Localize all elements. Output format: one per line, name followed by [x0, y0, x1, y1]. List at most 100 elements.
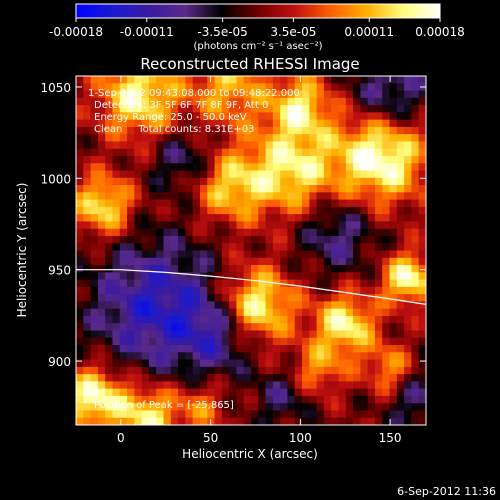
- heatmap-cell: [229, 97, 237, 106]
- heatmap-cell: [367, 250, 376, 259]
- heatmap-cell: [396, 192, 405, 200]
- heatmap-cell: [90, 192, 99, 200]
- heatmap-cell: [404, 105, 412, 113]
- heatmap-cell: [199, 257, 208, 266]
- heatmap-cell: [287, 359, 296, 368]
- heatmap-cell: [360, 134, 369, 142]
- heatmap-cell: [127, 352, 135, 360]
- heatmap-cell: [411, 286, 420, 295]
- heatmap-cell: [76, 214, 84, 222]
- heatmap-cell: [97, 214, 106, 222]
- heatmap-cell: [404, 323, 412, 331]
- heatmap-cell: [127, 148, 135, 157]
- heatmap-cell: [141, 148, 150, 157]
- heatmap-cell: [127, 279, 135, 288]
- heatmap-cell: [170, 381, 179, 390]
- heatmap-cell: [411, 301, 420, 310]
- heatmap-cell: [323, 374, 332, 382]
- heatmap-cell: [97, 388, 106, 397]
- heatmap-cell: [353, 185, 361, 193]
- heatmap-cell: [112, 381, 121, 390]
- heatmap-cell: [345, 148, 354, 157]
- heatmap-cell: [199, 279, 208, 288]
- heatmap-cell: [316, 105, 325, 113]
- heatmap-cell: [345, 410, 354, 419]
- heatmap-cell: [302, 410, 310, 419]
- heatmap-cell: [389, 374, 398, 382]
- heatmap-cell: [345, 265, 354, 273]
- heatmap-cell: [374, 286, 383, 295]
- heatmap-cell: [105, 257, 113, 266]
- heatmap-cell: [119, 155, 128, 164]
- heatmap-cell: [170, 345, 179, 353]
- heatmap-cell: [389, 352, 398, 360]
- heatmap-cell: [105, 155, 113, 164]
- heatmap-cell: [119, 199, 128, 208]
- heatmap-cell: [76, 301, 84, 310]
- heatmap-cell: [192, 403, 201, 411]
- heatmap-cell: [280, 417, 288, 426]
- heatmap-cell: [396, 345, 405, 353]
- heatmap-cell: [404, 243, 412, 251]
- heatmap-cell: [163, 352, 172, 360]
- heatmap-cell: [374, 410, 383, 419]
- heatmap-cell: [141, 134, 150, 142]
- heatmap-cell: [374, 185, 383, 193]
- heatmap-cell: [251, 403, 259, 411]
- heatmap-cell: [316, 294, 325, 302]
- heatmap-cell: [97, 410, 106, 419]
- heatmap-cell: [221, 119, 230, 128]
- heatmap-cell: [221, 163, 230, 171]
- heatmap-cell: [112, 359, 121, 368]
- heatmap-cell: [90, 410, 99, 419]
- heatmap-cell: [272, 330, 281, 339]
- heatmap-cell: [214, 243, 223, 251]
- heatmap-cell: [185, 279, 194, 288]
- heatmap-cell: [272, 272, 281, 280]
- heatmap-cell: [338, 112, 347, 121]
- heatmap-cell: [382, 155, 390, 164]
- heatmap-cell: [170, 155, 179, 164]
- heatmap-cell: [316, 185, 325, 193]
- heatmap-cell: [396, 243, 405, 251]
- heatmap-cell: [367, 76, 376, 84]
- heatmap-cell: [243, 286, 252, 295]
- heatmap-cell: [280, 199, 288, 208]
- heatmap-cell: [170, 352, 179, 360]
- x-tick-label: 100: [289, 431, 312, 445]
- colorbar-unit-label: (photons cm⁻² s⁻¹ asec⁻²): [193, 41, 322, 52]
- heatmap-cell: [251, 294, 259, 302]
- heatmap-cell: [331, 315, 339, 324]
- heatmap-cell: [236, 76, 245, 84]
- heatmap-cell: [76, 90, 84, 99]
- heatmap-cell: [243, 199, 252, 208]
- heatmap-cell: [316, 214, 325, 222]
- heatmap-cell: [141, 185, 150, 193]
- heatmap-cell: [345, 352, 354, 360]
- heatmap-cell: [90, 272, 99, 280]
- heatmap-cell: [243, 272, 252, 280]
- heatmap-cell: [112, 170, 121, 179]
- heatmap-cell: [141, 286, 150, 295]
- heatmap-cell: [251, 105, 259, 113]
- heatmap-cell: [221, 301, 230, 310]
- heatmap-cell: [97, 374, 106, 382]
- heatmap-cell: [199, 141, 208, 150]
- heatmap-cell: [221, 308, 230, 317]
- heatmap-cell: [163, 141, 172, 150]
- heatmap-cell: [338, 235, 347, 244]
- heatmap-cell: [323, 141, 332, 150]
- heatmap-cell: [243, 265, 252, 273]
- heatmap-cell: [411, 323, 420, 331]
- heatmap-cell: [148, 272, 157, 280]
- heatmap-cell: [374, 417, 383, 426]
- heatmap-cell: [251, 163, 259, 171]
- heatmap-cell: [316, 148, 325, 157]
- heatmap-cell: [367, 155, 376, 164]
- heatmap-cell: [316, 330, 325, 339]
- heatmap-cell: [90, 250, 99, 259]
- heatmap-cell: [199, 221, 208, 230]
- heatmap-cell: [178, 119, 186, 128]
- heatmap-cell: [76, 337, 84, 346]
- heatmap-cell: [214, 395, 223, 404]
